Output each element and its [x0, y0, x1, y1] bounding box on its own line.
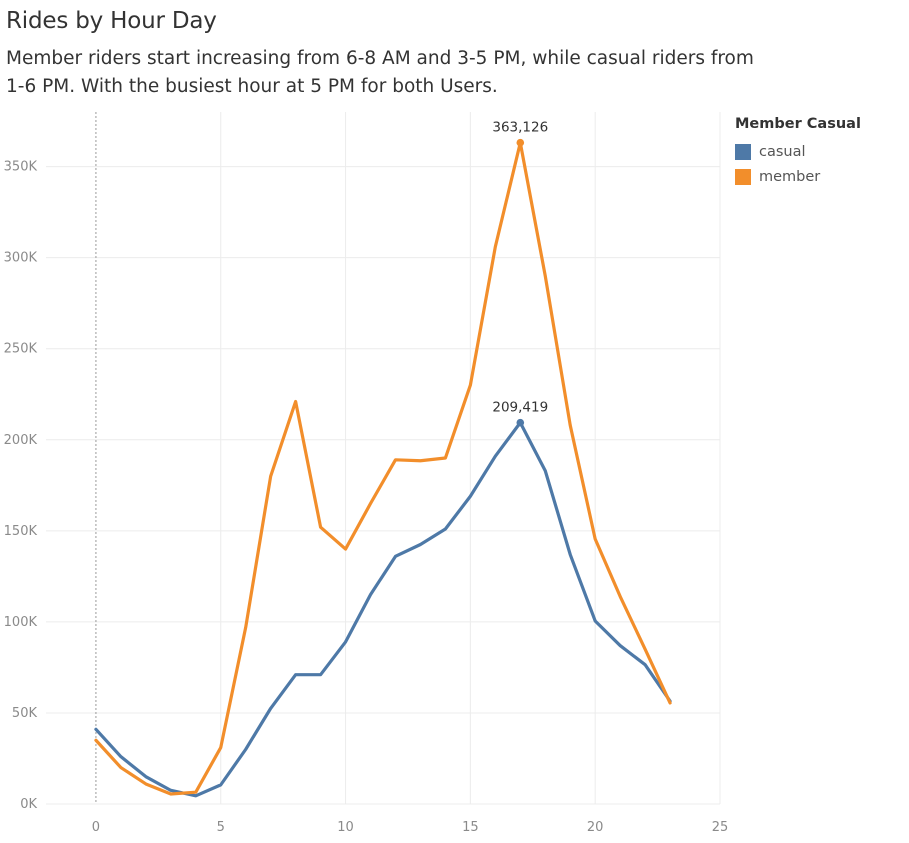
- legend-item-casual[interactable]: casual: [735, 139, 861, 164]
- axes: 0K 50K 100K 150K 200K 250K 300K 350K 0 5 10 15 20 25: [4, 160, 729, 835]
- y-tick-label: 100K: [4, 615, 38, 630]
- data-labels: 209,419 363,126: [492, 120, 548, 427]
- x-tick-label: 15: [462, 820, 479, 835]
- legend: Member Casual casual member: [735, 116, 861, 189]
- legend-title: Member Casual: [735, 116, 861, 132]
- y-tick-label: 150K: [4, 524, 38, 539]
- y-tick-label: 0K: [20, 797, 37, 812]
- y-tick-label: 350K: [4, 160, 38, 175]
- x-tick-label: 0: [92, 820, 100, 835]
- y-tick-label: 250K: [4, 342, 38, 357]
- x-tick-label: 20: [587, 820, 604, 835]
- y-tick-label: 200K: [4, 433, 38, 448]
- peak-point-member[interactable]: [516, 138, 525, 147]
- series: [94, 141, 672, 798]
- peak-point-casual[interactable]: [516, 418, 525, 427]
- legend-item-member[interactable]: member: [735, 164, 861, 189]
- y-tick-label: 300K: [4, 251, 38, 266]
- legend-label-member: member: [759, 168, 821, 185]
- chart-title: Rides by Hour Day: [6, 8, 217, 34]
- series-line-casual[interactable]: [94, 421, 672, 798]
- x-tick-label: 5: [217, 820, 225, 835]
- legend-swatch-casual: [735, 143, 751, 160]
- peak-label-member: 363,126: [492, 120, 548, 136]
- legend-label-casual: casual: [759, 143, 806, 160]
- peak-label-casual: 209,419: [492, 400, 548, 416]
- legend-swatch-member: [735, 168, 751, 185]
- x-tick-label: 25: [712, 820, 729, 835]
- series-line-member[interactable]: [94, 141, 672, 796]
- chart-subtitle: Member riders start increasing from 6-8 …: [6, 48, 754, 97]
- x-tick-label: 10: [337, 820, 354, 835]
- y-tick-label: 50K: [12, 706, 38, 721]
- grid: [46, 112, 721, 805]
